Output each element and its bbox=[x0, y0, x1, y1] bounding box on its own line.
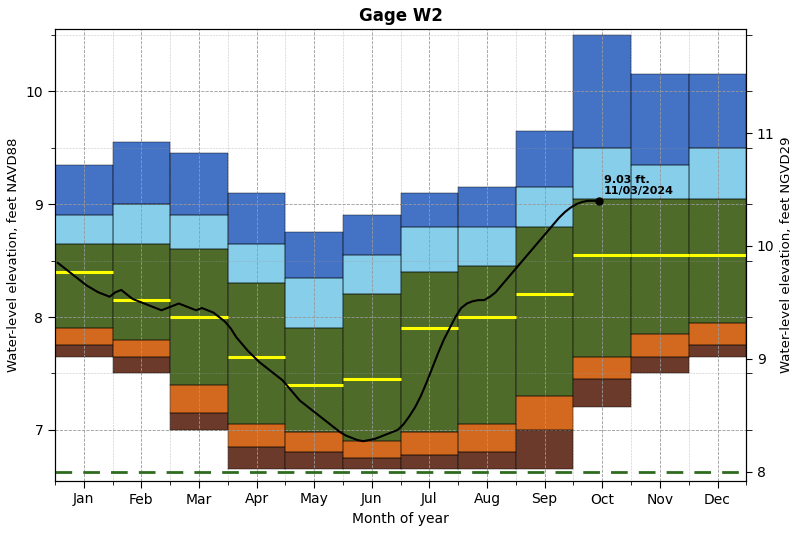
Title: Gage W2: Gage W2 bbox=[358, 7, 442, 25]
X-axis label: Month of year: Month of year bbox=[352, 512, 449, 526]
Y-axis label: Water-level elevation, feet NAVD88: Water-level elevation, feet NAVD88 bbox=[7, 138, 20, 372]
Y-axis label: Water-level elevation, feet NGVD29: Water-level elevation, feet NGVD29 bbox=[780, 137, 793, 373]
Text: 9.03 ft.
11/03/2024: 9.03 ft. 11/03/2024 bbox=[604, 175, 674, 196]
